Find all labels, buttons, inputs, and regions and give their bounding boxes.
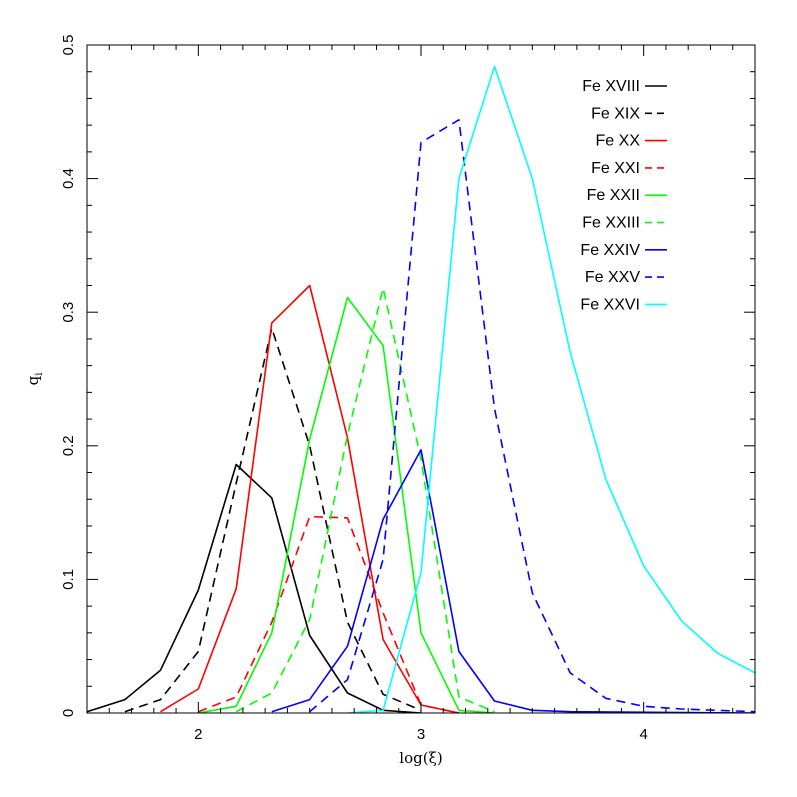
y-axis-label-subscript: i [34,373,45,376]
series-line-fe-xxvi [347,65,755,713]
series-line-fe-xxiv [271,448,755,713]
legend-label: Fe XX [596,133,641,150]
series-line-fe-xxv [309,119,755,713]
series-line-fe-xxii [198,296,495,713]
series-line-fe-xviii [87,463,422,713]
legend-label: Fe XVIII [582,78,640,95]
legend-label: Fe XXIV [580,242,640,259]
series-layer [87,65,755,713]
y-tick-label: 0.3 [60,302,77,323]
series-line-fe-xx [160,284,460,713]
legend-label: Fe XIX [591,105,640,122]
legend-label: Fe XXVI [580,296,640,313]
y-tick-label: 0.1 [60,569,77,590]
legend-item-fe-xxii: Fe XXII [587,187,667,204]
y-axis-label-main: q [24,375,42,385]
series-line-fe-xix [124,327,422,713]
y-tick-label: 0.2 [60,435,77,456]
x-tick-label: 2 [194,726,202,743]
legend: Fe XVIII Fe XIX Fe XX Fe XXI Fe XXII Fe XXIII… [580,78,667,313]
legend-item-fe-xviii: Fe XVIII [582,78,667,95]
series-line-fe-xxiii [235,287,495,713]
y-tick-label: 0 [60,709,77,717]
legend-item-fe-xxv: Fe XXV [585,269,667,286]
legend-label: Fe XXI [591,160,640,177]
legend-item-fe-xxiii: Fe XXIII [582,215,667,232]
legend-item-fe-xxiv: Fe XXIV [580,242,667,259]
legend-label: Fe XXV [585,269,640,286]
x-tick-label: 3 [417,726,425,743]
legend-item-fe-xxvi: Fe XXVI [580,296,667,313]
series-line-fe-xxi [198,515,460,713]
legend-label: Fe XXIII [582,215,640,232]
legend-item-fe-xxi: Fe XXI [591,160,667,177]
legend-item-fe-xx: Fe XX [596,133,667,150]
y-axis-label: qi [24,373,45,386]
ticks-layer: 2 3 4 0 0.1 0.2 0.3 0.4 0.5 [60,35,756,743]
x-axis-label: log(ξ) [399,749,442,767]
legend-item-fe-xix: Fe XIX [591,105,667,122]
y-tick-label: 0.4 [60,168,77,189]
y-tick-label: 0.5 [60,35,77,56]
x-tick-label: 4 [639,726,647,743]
legend-label: Fe XXII [587,187,640,204]
